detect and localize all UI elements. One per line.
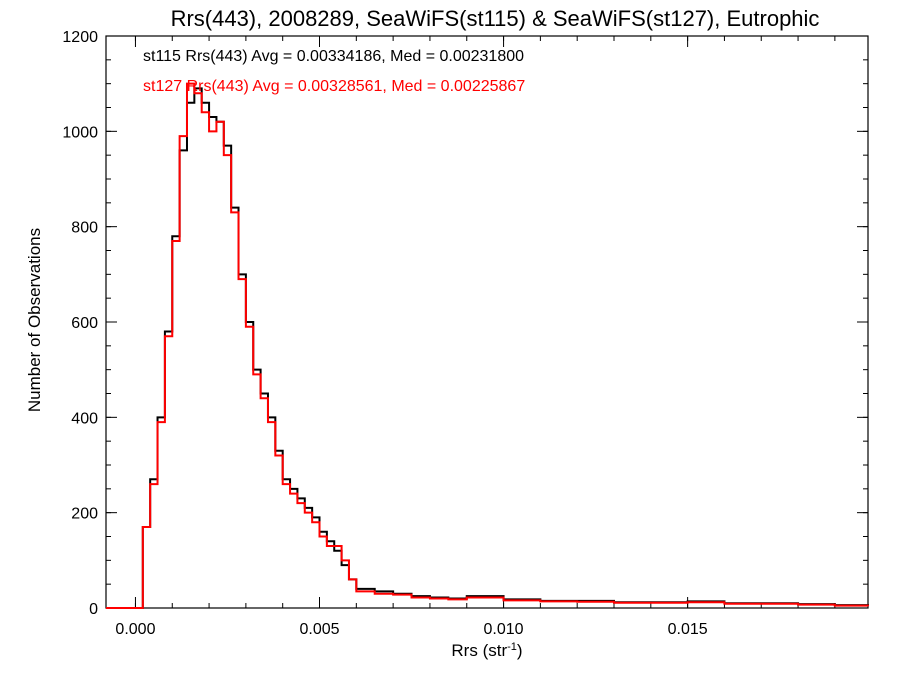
x-tick-label: 0.005 xyxy=(299,621,339,638)
x-axis-label-base: Rrs (str xyxy=(451,641,507,660)
chart-title: Rrs(443), 2008289, SeaWiFS(st115) & SeaW… xyxy=(171,6,820,31)
x-tick-label: 0.000 xyxy=(115,621,155,638)
series-line-st127 xyxy=(106,82,869,609)
y-tick-label: 0 xyxy=(89,601,98,618)
y-tick-labels: 0 200 400 600 800 1000 1200 xyxy=(62,29,98,618)
y-tick-label: 1200 xyxy=(62,29,98,46)
annotation-st127: st127 Rrs(443) Avg = 0.00328561, Med = 0… xyxy=(143,78,525,95)
x-tick-labels: 0.000 0.005 0.010 0.015 xyxy=(115,621,707,638)
series-line-st115 xyxy=(106,87,869,609)
y-tick-label: 1000 xyxy=(62,124,98,141)
y-tick-label: 800 xyxy=(71,220,98,237)
x-axis-label: Rrs (str-1) xyxy=(451,641,522,660)
x-tick-label: 0.010 xyxy=(484,621,524,638)
x-axis-label-superscript: -1 xyxy=(507,641,517,653)
y-tick-label: 600 xyxy=(71,315,98,332)
annotation-st115: st115 Rrs(443) Avg = 0.00334186, Med = 0… xyxy=(143,48,524,65)
x-tick-label: 0.015 xyxy=(668,621,708,638)
y-tick-label: 400 xyxy=(71,410,98,427)
series-group xyxy=(106,82,869,609)
y-tick-label: 200 xyxy=(71,506,98,523)
y-axis-label: Number of Observations xyxy=(25,228,44,412)
axis-ticks xyxy=(106,35,868,609)
x-axis-label-end: ) xyxy=(517,641,523,660)
